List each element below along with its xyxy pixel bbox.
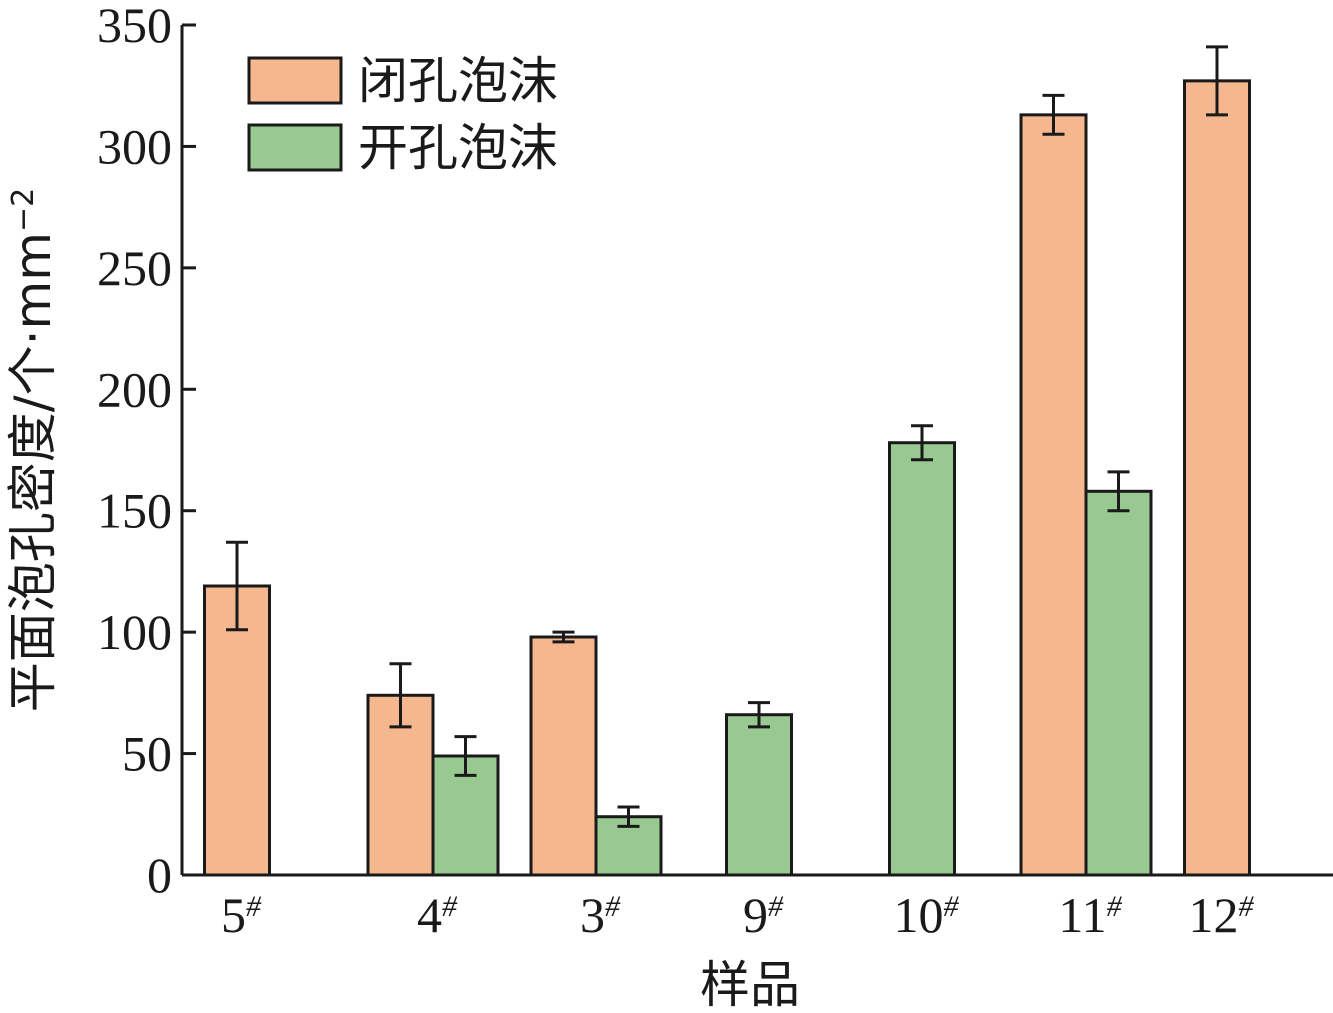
y-tick-label: 100 bbox=[97, 604, 172, 660]
x-tick-label: 5# bbox=[221, 887, 262, 943]
y-tick-label: 150 bbox=[97, 483, 172, 539]
x-tick-label: 3# bbox=[580, 887, 621, 943]
y-tick-label: 250 bbox=[97, 240, 172, 296]
x-tick-label: 10# bbox=[894, 887, 960, 943]
y-tick-label: 50 bbox=[122, 726, 172, 782]
legend-label: 开孔泡沫 bbox=[358, 119, 558, 177]
y-tick-label: 0 bbox=[147, 847, 172, 903]
bar bbox=[529, 635, 598, 877]
x-tick-label: 11# bbox=[1058, 887, 1122, 943]
bar bbox=[431, 754, 500, 877]
y-tick-label: 300 bbox=[97, 118, 172, 174]
x-tick-label: 12# bbox=[1189, 887, 1255, 943]
bar bbox=[725, 713, 793, 877]
y-tick-label: 350 bbox=[97, 0, 172, 53]
bar bbox=[888, 441, 956, 877]
bar bbox=[1084, 489, 1153, 877]
legend-swatch bbox=[247, 123, 343, 172]
bar bbox=[366, 693, 435, 877]
y-tick-label: 200 bbox=[97, 361, 172, 417]
legend-swatch bbox=[247, 56, 343, 105]
x-tick-label: 4# bbox=[417, 887, 458, 943]
legend-label: 闭孔泡沫 bbox=[358, 52, 558, 110]
bar bbox=[1183, 79, 1251, 877]
x-axis-title: 样品 bbox=[700, 956, 800, 1013]
x-tick-label: 9# bbox=[743, 887, 784, 943]
bar bbox=[1019, 113, 1088, 877]
y-axis-title: 平面泡孔密度/个·mm−2 bbox=[4, 188, 62, 712]
